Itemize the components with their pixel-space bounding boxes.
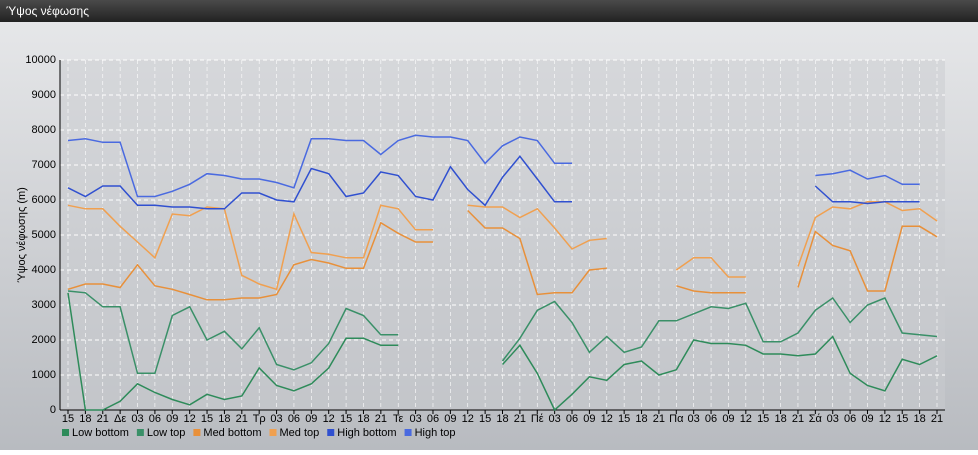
- y-tick-label: 5000: [32, 229, 56, 241]
- x-tick-label: 15: [340, 413, 352, 425]
- x-tick-label: Σά: [809, 413, 823, 425]
- series-line: [67, 209, 938, 301]
- x-tick-label: 03: [270, 413, 282, 425]
- series-line: [67, 134, 920, 198]
- x-tick-label: 18: [357, 413, 369, 425]
- x-tick-label: 15: [62, 413, 74, 425]
- x-tick-label: Πέ: [531, 413, 544, 425]
- x-tick-label: 18: [774, 413, 786, 425]
- legend-label: High top: [415, 427, 456, 439]
- x-tick-label: 21: [236, 413, 248, 425]
- legend-swatch: [404, 429, 412, 436]
- x-tick-label: 15: [896, 413, 908, 425]
- y-tick-label: 7000: [32, 159, 56, 171]
- legend-label: Low bottom: [72, 427, 129, 439]
- x-tick-label: 21: [514, 413, 526, 425]
- x-tick-label: 18: [496, 413, 508, 425]
- x-tick-label: 12: [601, 413, 613, 425]
- legend-label: Low top: [147, 427, 186, 439]
- x-tick-label: 03: [827, 413, 839, 425]
- series-line: [67, 201, 938, 291]
- y-tick-label: 0: [50, 404, 56, 416]
- title-bar: [0, 0, 978, 22]
- x-tick-label: 06: [149, 413, 161, 425]
- series-line: [67, 155, 920, 210]
- x-tick-label: 09: [166, 413, 178, 425]
- series-line: [67, 290, 938, 375]
- x-tick-label: 12: [323, 413, 335, 425]
- x-tick-label: Τρ: [253, 413, 266, 425]
- y-tick-label: 4000: [32, 264, 56, 276]
- x-tick-label: 03: [409, 413, 421, 425]
- x-tick-label: Πα: [669, 413, 684, 425]
- x-tick-label: 09: [444, 413, 456, 425]
- x-tick-label: 18: [79, 413, 91, 425]
- x-tick-label: 09: [305, 413, 317, 425]
- window-title: Ύψος νέφωσης: [6, 4, 89, 18]
- x-tick-label: Δε: [114, 413, 126, 425]
- x-tick-label: 18: [913, 413, 925, 425]
- y-tick-label: 3000: [32, 299, 56, 311]
- y-tick-label: 8000: [32, 124, 56, 136]
- y-tick-label: 2000: [32, 334, 56, 346]
- x-tick-label: 06: [288, 413, 300, 425]
- y-tick-label: 9000: [32, 89, 56, 101]
- x-tick-label: 06: [566, 413, 578, 425]
- x-tick-label: 03: [549, 413, 561, 425]
- x-tick-label: 12: [462, 413, 474, 425]
- x-tick-label: 12: [879, 413, 891, 425]
- legend-label: Med bottom: [203, 427, 261, 439]
- legend-swatch: [193, 429, 201, 436]
- series-line: [67, 292, 938, 412]
- x-tick-label: 09: [722, 413, 734, 425]
- x-tick-label: 09: [861, 413, 873, 425]
- x-tick-label: 15: [757, 413, 769, 425]
- x-tick-label: Τε: [393, 413, 404, 425]
- x-tick-label: 03: [131, 413, 143, 425]
- legend-label: Med top: [280, 427, 320, 439]
- y-tick-label: 10000: [25, 54, 56, 66]
- x-tick-label: 21: [653, 413, 665, 425]
- x-tick-label: 21: [931, 413, 943, 425]
- x-tick-label: 18: [218, 413, 230, 425]
- legend-label: High bottom: [337, 427, 396, 439]
- x-tick-label: 21: [792, 413, 804, 425]
- legend-swatch: [62, 429, 69, 436]
- y-tick-label: 1000: [32, 369, 56, 381]
- legend-swatch: [269, 429, 277, 436]
- y-axis-label: Ύψος νέφωσης (m): [16, 187, 28, 283]
- x-tick-label: 18: [635, 413, 647, 425]
- y-tick-label: 6000: [32, 194, 56, 206]
- legend-swatch: [327, 429, 335, 436]
- x-tick-label: 21: [375, 413, 387, 425]
- x-tick-label: 12: [184, 413, 196, 425]
- legend-swatch: [136, 429, 144, 436]
- x-tick-label: 15: [618, 413, 630, 425]
- x-tick-label: 06: [705, 413, 717, 425]
- x-tick-label: 12: [740, 413, 752, 425]
- x-tick-label: 15: [201, 413, 213, 425]
- x-tick-label: 21: [97, 413, 109, 425]
- x-tick-label: 06: [844, 413, 856, 425]
- x-tick-label: 15: [479, 413, 491, 425]
- x-tick-label: 03: [688, 413, 700, 425]
- x-tick-label: 09: [583, 413, 595, 425]
- x-tick-label: 06: [427, 413, 439, 425]
